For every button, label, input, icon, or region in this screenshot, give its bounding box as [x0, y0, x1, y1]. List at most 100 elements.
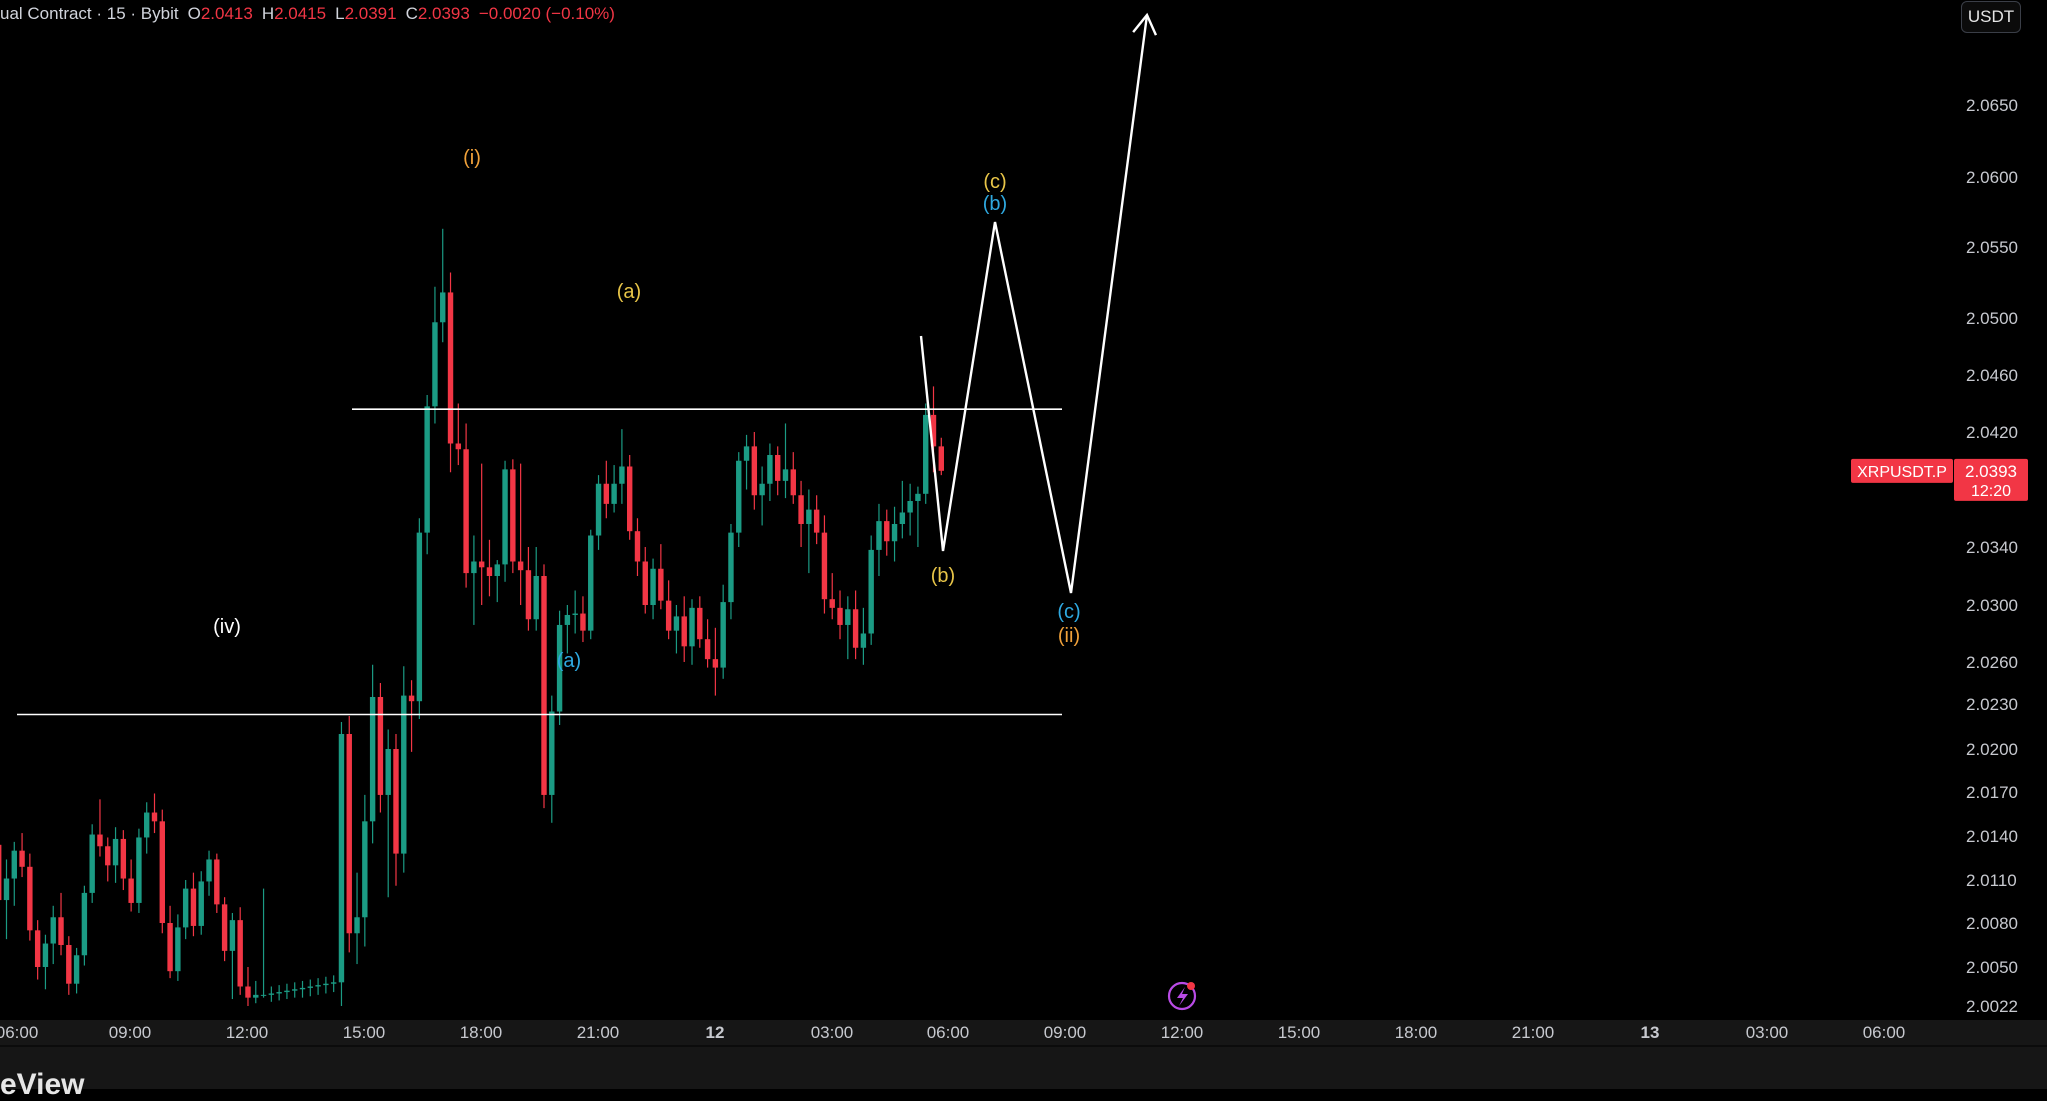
candle-body — [42, 943, 49, 967]
price-axis-tick: 2.0420 — [1966, 423, 2018, 442]
price-axis-tick: 2.0200 — [1966, 740, 2018, 759]
candle-body — [276, 992, 282, 994]
price-axis-tick: 2.0022 — [1966, 997, 2018, 1016]
high-label: H — [261, 4, 275, 23]
candle-body — [73, 955, 80, 984]
candle-body — [105, 846, 111, 866]
candle-body — [175, 927, 181, 972]
candle-body — [292, 989, 298, 991]
candle-body — [884, 521, 890, 542]
candle-body — [751, 446, 758, 496]
wave-label: (c) — [1057, 601, 1080, 623]
candle-body — [463, 449, 469, 574]
candle-body — [798, 495, 804, 524]
open-value: 2.0413 — [200, 4, 253, 23]
candle-body — [447, 292, 454, 444]
candle-body — [728, 532, 734, 603]
candle-body — [19, 850, 25, 867]
time-axis-tick: 06:00 — [927, 1023, 970, 1042]
wave-label: (i) — [463, 147, 481, 169]
time-axis-tick: 21:00 — [1512, 1023, 1555, 1042]
candle-body — [891, 524, 898, 542]
candle-body — [136, 837, 142, 903]
time-axis-tick: 06:00 — [1863, 1023, 1906, 1042]
time-axis-tick: 15:00 — [1278, 1023, 1321, 1042]
candle-body — [689, 607, 695, 647]
symbol-header: ual Contract · 15 · Bybit O 2.0413 H 2.041… — [0, 4, 615, 26]
candle-body — [206, 859, 212, 882]
notification-dot — [1187, 982, 1195, 990]
candle-body — [3, 878, 10, 901]
candle-body — [603, 483, 610, 504]
brand-logo-text: eView — [0, 1068, 85, 1101]
price-axis-tick: 2.0260 — [1966, 653, 2018, 672]
lightning-icon — [1167, 981, 1197, 1011]
candle-body — [338, 734, 345, 983]
candle-body — [502, 469, 508, 565]
symbol-price-tag — [1851, 458, 1953, 483]
change-value: −0.0020 (−0.10%) — [478, 4, 615, 23]
candle-body — [930, 414, 937, 447]
price-axis-tick: 2.0460 — [1966, 366, 2018, 385]
candle-body — [704, 639, 711, 660]
candle-body — [510, 469, 516, 562]
candle-body — [806, 509, 812, 524]
price-axis-tick: 2.0600 — [1966, 168, 2018, 187]
candle-body — [478, 561, 485, 568]
candle-body — [81, 892, 88, 956]
candle-body — [486, 567, 493, 576]
close-value: 2.0393 — [417, 4, 470, 23]
candle-body — [229, 920, 236, 951]
price-axis-tick: 2.0230 — [1966, 695, 2018, 714]
candle-body — [626, 466, 633, 532]
candle-body — [549, 711, 555, 795]
candle-body — [182, 888, 189, 928]
candle-body — [658, 568, 664, 601]
candle-body — [50, 917, 56, 944]
candle-body — [408, 695, 415, 702]
candle-body — [237, 920, 243, 987]
lightning-icon-bolt — [1177, 987, 1188, 1006]
candle-body — [245, 986, 251, 998]
countdown-text: 12:20 — [1971, 483, 2011, 500]
currency-button[interactable]: USDT — [1961, 1, 2021, 33]
low-label: L — [335, 4, 345, 23]
wave-label: (b) — [983, 193, 1007, 215]
candle-body — [393, 749, 399, 854]
candle-body — [556, 624, 563, 712]
candle-body — [938, 446, 944, 471]
price-axis-tick: 2.0650 — [1966, 96, 2018, 115]
candle-body — [11, 850, 17, 879]
candle-body — [385, 749, 391, 795]
candle-body — [268, 993, 275, 995]
candle-body — [650, 568, 656, 605]
candle-body — [58, 917, 64, 945]
candle-body — [167, 923, 173, 972]
close-label: C — [405, 4, 418, 23]
price-axis-tick: 2.0340 — [1966, 538, 2018, 557]
candle-body — [580, 613, 586, 631]
wave-label: (c) — [983, 171, 1006, 193]
candle-body — [525, 570, 532, 620]
candle-body — [424, 406, 430, 533]
candle-body — [697, 607, 703, 640]
candle-body — [27, 866, 33, 931]
candle-body — [619, 466, 625, 484]
candle-body — [440, 292, 446, 323]
candle-body — [517, 561, 524, 571]
candle-body — [97, 834, 103, 847]
candle-body — [221, 904, 228, 951]
candle-body — [736, 460, 742, 533]
candle-body — [634, 531, 641, 562]
candle-body — [494, 564, 500, 576]
price-axis-tick: 2.0500 — [1966, 309, 2018, 328]
candle-body — [743, 446, 750, 461]
candle-body — [284, 990, 290, 993]
time-axis-tick: 12:00 — [226, 1023, 269, 1042]
candle-body — [720, 602, 726, 668]
wave-label: (b) — [931, 565, 955, 587]
candle-body — [595, 483, 602, 536]
candle-body — [330, 982, 337, 984]
